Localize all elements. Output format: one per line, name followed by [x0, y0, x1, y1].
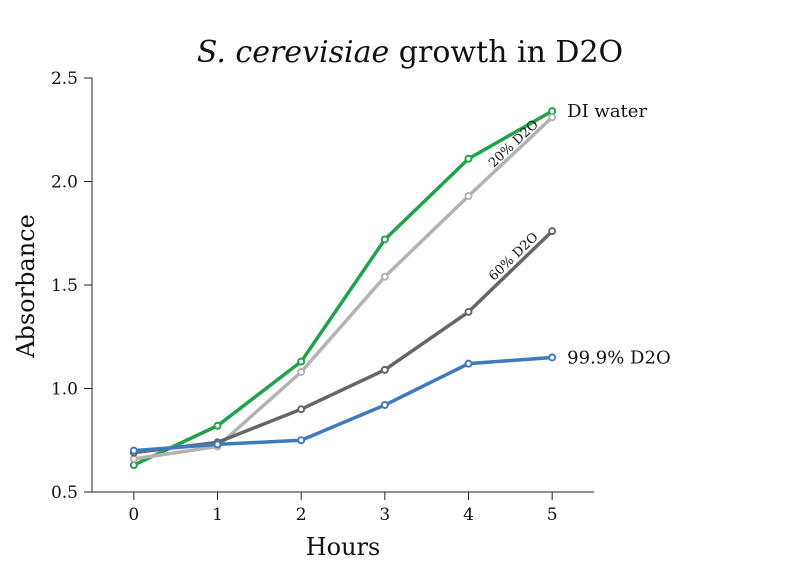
- y-tick-label: 0.5: [51, 483, 78, 503]
- series-line-99-9-d2o: [132, 355, 554, 453]
- series-label: DI water: [567, 101, 647, 122]
- series-line-di-water: [132, 109, 554, 467]
- y-tick-label: 2.0: [51, 173, 78, 193]
- y-tick-label: 1.5: [51, 276, 78, 296]
- data-point-99-9-d2o: [297, 436, 306, 445]
- data-point-20-d2o: [129, 454, 138, 463]
- data-point-20-d2o: [380, 272, 389, 281]
- y-tick-label: 1.0: [51, 380, 78, 400]
- data-point-99-9-d2o: [548, 353, 557, 362]
- data-point-20-d2o: [464, 191, 473, 200]
- x-axis-label: Hours: [306, 533, 381, 561]
- axes: 0.5 1.0 1.5 2.0 2.5 0 1 2 3 4 5: [51, 69, 594, 525]
- chart-title-rest: growth in D2O: [389, 35, 623, 70]
- data-point-20-d2o: [548, 113, 557, 122]
- data-point-di-water: [380, 235, 389, 244]
- chart-title-italic: S. cerevisiae: [197, 35, 389, 70]
- series-layer: [129, 107, 557, 470]
- data-point-20-d2o: [297, 367, 306, 376]
- data-point-99-9-d2o: [129, 446, 138, 455]
- chart-title: S. cerevisiae growth in D2O: [197, 35, 623, 70]
- data-point-di-water: [297, 357, 306, 366]
- data-point-di-water: [464, 154, 473, 163]
- data-point-99-9-d2o: [213, 440, 222, 449]
- data-point-di-water: [213, 421, 222, 430]
- data-point-99-9-d2o: [380, 401, 389, 410]
- data-point-99-9-d2o: [464, 359, 473, 368]
- x-tick-label: 2: [296, 505, 307, 525]
- data-point-60-d2o: [297, 405, 306, 414]
- data-point-60-d2o: [464, 307, 473, 316]
- data-point-60-d2o: [548, 227, 557, 236]
- data-point-di-water: [548, 107, 557, 116]
- x-tick-label: 4: [463, 505, 474, 525]
- series-line-60-d2o: [132, 229, 554, 455]
- series-line-20-d2o: [132, 115, 554, 461]
- series-label-angled: 60% D2O: [486, 230, 541, 284]
- x-tick-label: 5: [547, 505, 558, 525]
- y-tick-label: 2.5: [51, 69, 78, 89]
- data-point-di-water: [129, 461, 138, 470]
- x-tick-label: 3: [379, 505, 390, 525]
- data-point-60-d2o: [380, 365, 389, 374]
- y-axis-label: Absorbance: [12, 214, 40, 359]
- x-tick-label: 0: [128, 505, 139, 525]
- x-tick-label: 1: [212, 505, 223, 525]
- series-label: 99.9% D2O: [567, 347, 671, 368]
